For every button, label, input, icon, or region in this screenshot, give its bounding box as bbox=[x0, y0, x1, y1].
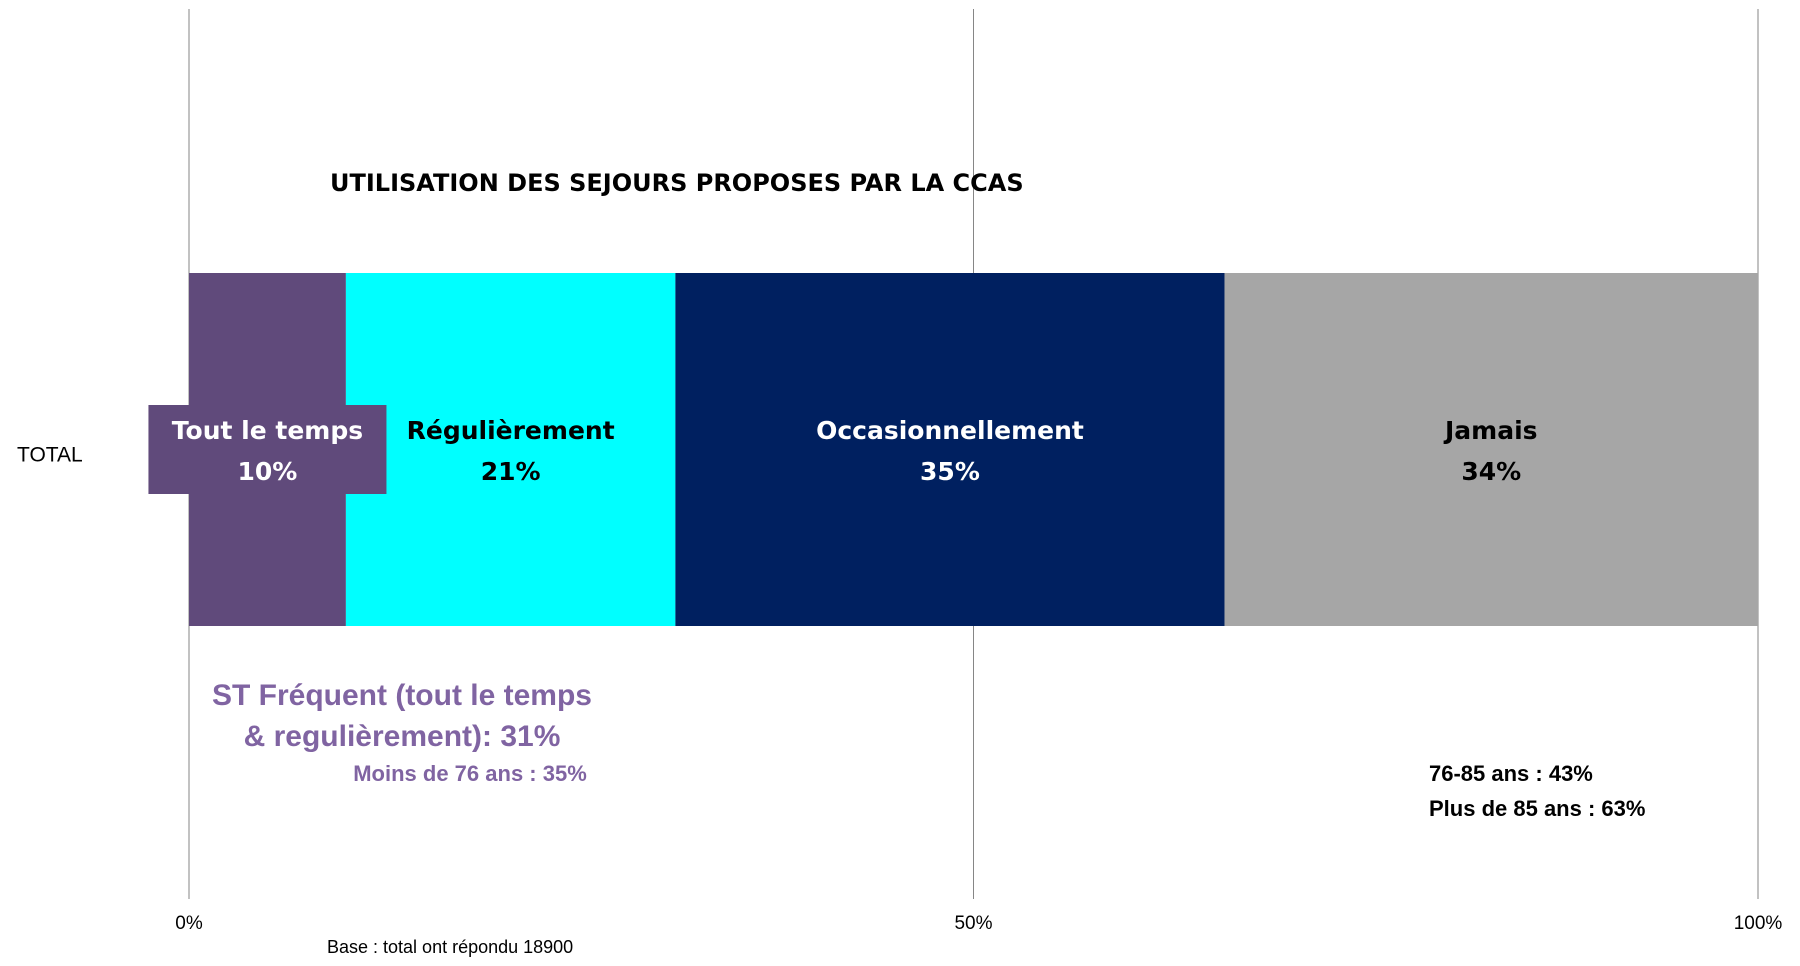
segment-name: Jamais bbox=[1443, 416, 1538, 445]
x-tick-label: 0% bbox=[175, 913, 203, 934]
annotation: & regulièrement): 31% bbox=[244, 720, 561, 753]
segment-name: Régulièrement bbox=[407, 416, 615, 445]
annotation: Plus de 85 ans : 63% bbox=[1429, 796, 1645, 821]
label-box bbox=[148, 405, 387, 494]
x-tick-label: 100% bbox=[1734, 913, 1783, 934]
segment-name: Occasionnellement bbox=[816, 416, 1084, 445]
segment-name: Tout le temps bbox=[172, 416, 363, 445]
bar-segment bbox=[1224, 273, 1758, 626]
chart-title: UTILISATION DES SEJOURS PROPOSES PAR LA … bbox=[330, 169, 1024, 197]
data-label: 21% bbox=[481, 457, 541, 486]
plot: Tout le temps 10% Régulièrement 21% Occasion… bbox=[148, 9, 1782, 934]
annotation: Moins de 76 ans : 35% bbox=[353, 761, 587, 786]
annotation: 76-85 ans : 43% bbox=[1429, 761, 1593, 786]
footnote: Base : total ont répondu 18900 bbox=[327, 937, 573, 957]
annotation: ST Fréquent (tout le temps bbox=[212, 679, 592, 712]
data-label: 10% bbox=[238, 457, 298, 486]
bar-segment bbox=[345, 273, 676, 626]
data-label: 35% bbox=[920, 457, 980, 486]
bar-segment bbox=[675, 273, 1225, 626]
category-label: TOTAL bbox=[17, 444, 83, 467]
data-label: 34% bbox=[1461, 457, 1521, 486]
x-tick-label: 50% bbox=[954, 913, 992, 934]
